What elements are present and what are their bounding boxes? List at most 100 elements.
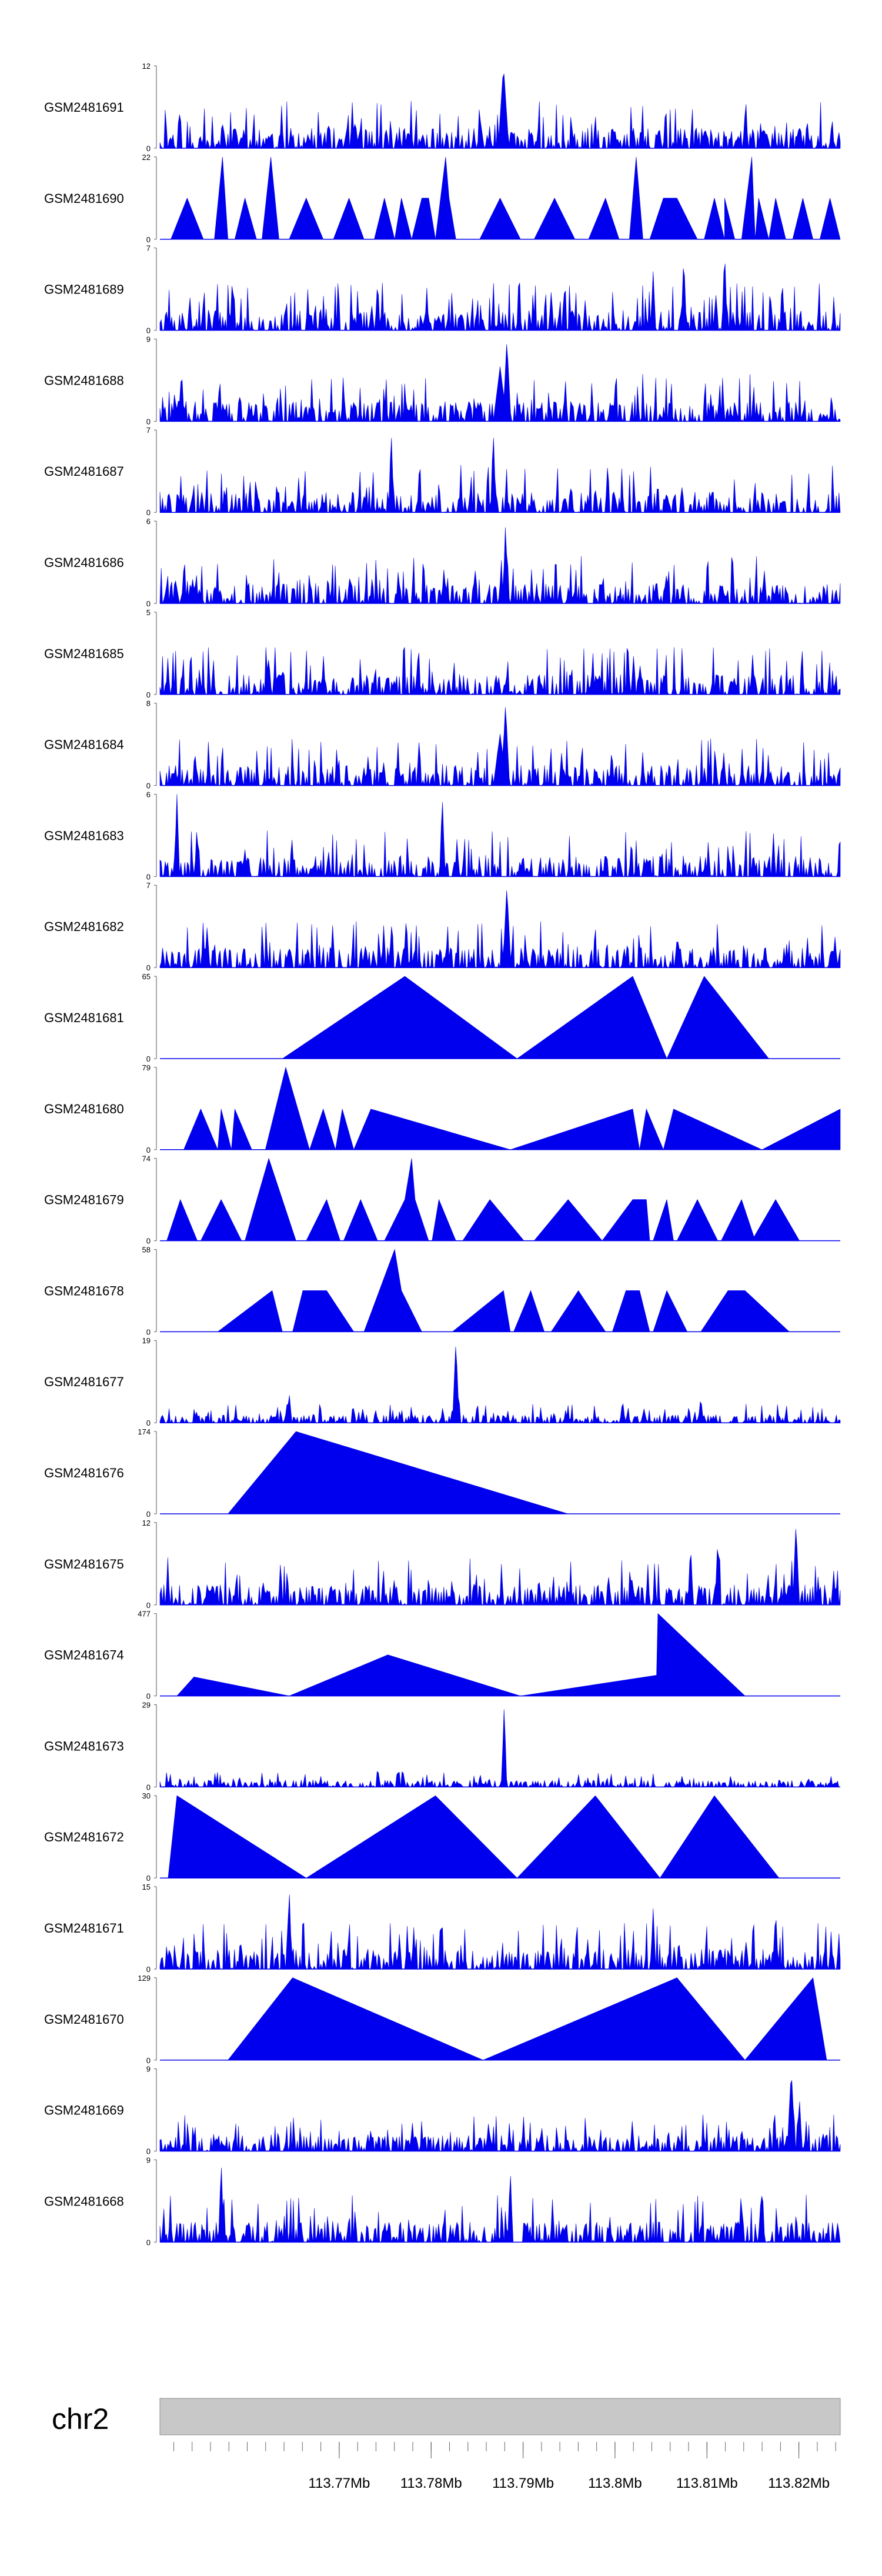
track-label: GSM2481668 — [44, 2194, 124, 2208]
y-axis-max-label: 7 — [146, 244, 151, 253]
track-label: GSM2481676 — [44, 1466, 124, 1480]
y-axis-max-label: 6 — [146, 790, 151, 799]
track-GSM2481683: GSM2481683 6 0 — [44, 790, 841, 881]
track-label: GSM2481672 — [44, 1830, 124, 1844]
track-label: GSM2481677 — [44, 1374, 124, 1389]
track-label: GSM2481685 — [44, 646, 124, 661]
coverage-area — [160, 1977, 840, 2061]
coverage-area — [160, 1249, 840, 1332]
track-GSM2481677: GSM2481677 19 0 — [44, 1336, 841, 1427]
coverage-area — [159, 1894, 841, 1970]
coverage-area — [160, 1066, 841, 1150]
coverage-area — [159, 438, 841, 513]
y-axis-max-label: 65 — [142, 972, 151, 981]
y-axis-max-label: 5 — [146, 608, 151, 617]
track-GSM2481673: GSM2481673 29 0 — [44, 1700, 840, 1791]
coverage-area — [160, 156, 841, 240]
coverage-area — [159, 74, 841, 149]
y-axis-min-label: 0 — [146, 1146, 151, 1154]
y-axis-max-label: 12 — [142, 1519, 151, 1527]
coverage-area — [160, 1795, 840, 1878]
y-axis-max-label: 12 — [142, 62, 151, 71]
coverage-area — [160, 976, 840, 1059]
y-axis-max-label: 19 — [142, 1336, 151, 1345]
y-axis-max-label: 174 — [138, 1427, 151, 1436]
coverage-tracks: GSM2481691120GSM2481690220GSM248168970GS… — [44, 62, 841, 2247]
coverage-area — [159, 2080, 841, 2152]
track-label: GSM2481691 — [44, 100, 124, 115]
coverage-area — [160, 1157, 840, 1242]
track-label: GSM2481684 — [44, 738, 124, 752]
genome-axis: chr2 113.77Mb 113.78Mb 113.79Mb 113.8Mb 113.… — [52, 2398, 841, 2491]
coverage-area — [159, 1346, 841, 1424]
y-axis-max-label: 7 — [146, 426, 151, 435]
y-axis-min-label: 0 — [146, 1783, 151, 1791]
coverage-area — [159, 647, 841, 695]
y-axis-min-label: 0 — [146, 2056, 151, 2065]
chromosome-label: chr2 — [52, 2403, 109, 2435]
y-axis-max-label: 22 — [142, 153, 151, 162]
y-axis-min-label: 0 — [146, 1419, 151, 1427]
y-axis-min-label: 0 — [146, 144, 151, 153]
y-axis-max-label: 9 — [146, 335, 151, 343]
y-axis-min-label: 0 — [146, 599, 151, 608]
coverage-area — [159, 1709, 840, 1788]
track-GSM2481682: GSM2481682 7 0 — [44, 881, 841, 972]
y-axis-max-label: 30 — [142, 1791, 151, 1800]
coverage-area — [159, 527, 841, 605]
coverage-area — [159, 263, 841, 331]
position-tick-label: 113.82Mb — [768, 2475, 830, 2491]
track-GSM2481671: GSM2481671 15 0 — [44, 1883, 841, 1974]
track-GSM2481687: GSM2481687 7 0 — [44, 426, 841, 517]
y-axis-min-label: 0 — [146, 1601, 151, 1610]
track-label: GSM2481682 — [44, 919, 124, 934]
y-axis-min-label: 0 — [146, 235, 151, 244]
y-axis-min-label: 0 — [146, 1692, 151, 1701]
track-label: GSM2481678 — [44, 1283, 124, 1298]
track-GSM2481676: GSM2481676 174 0 — [44, 1427, 840, 1519]
track-label: GSM2481669 — [44, 2103, 124, 2118]
coverage-area — [160, 1613, 840, 1696]
track-GSM2481679: GSM2481679 74 0 — [44, 1154, 840, 1246]
coverage-area — [159, 890, 841, 969]
track-GSM2481690: GSM2481690 22 0 — [44, 153, 841, 244]
track-GSM2481678: GSM2481678 58 0 — [44, 1245, 840, 1336]
track-GSM2481668: GSM2481668 9 0 — [44, 2155, 841, 2247]
position-tick-label: 113.79Mb — [492, 2475, 554, 2491]
coverage-area — [159, 1529, 841, 1606]
track-GSM2481686: GSM2481686 6 0 — [44, 517, 841, 608]
chromosome-ideogram — [159, 2398, 841, 2435]
y-axis-min-label: 0 — [146, 2147, 151, 2156]
y-axis-max-label: 58 — [142, 1245, 151, 1254]
track-label: GSM2481674 — [44, 1648, 124, 1663]
y-axis-min-label: 0 — [146, 1055, 151, 1063]
y-axis-min-label: 0 — [146, 1510, 151, 1519]
position-tick-label: 113.8Mb — [588, 2475, 642, 2491]
coverage-area — [160, 1431, 840, 1514]
position-tick-label: 113.78Mb — [400, 2475, 462, 2491]
y-axis-max-label: 6 — [146, 517, 151, 526]
y-axis-min-label: 0 — [146, 782, 151, 790]
track-label: GSM2481687 — [44, 464, 124, 479]
track-label: GSM2481671 — [44, 1921, 124, 1936]
track-label: GSM2481681 — [44, 1010, 124, 1025]
y-axis-max-label: 9 — [146, 2065, 151, 2074]
track-GSM2481684: GSM2481684 8 0 — [44, 699, 841, 790]
track-label: GSM2481680 — [44, 1102, 124, 1116]
track-GSM2481675: GSM2481675 12 0 — [44, 1519, 841, 1610]
genome-axis-ticks: 113.77Mb 113.78Mb 113.79Mb 113.8Mb 113.81Mb 1… — [173, 2442, 836, 2491]
track-label: GSM2481683 — [44, 828, 124, 843]
position-tick-label: 113.77Mb — [308, 2475, 370, 2491]
y-axis-max-label: 74 — [142, 1154, 151, 1163]
track-label: GSM2481689 — [44, 282, 124, 297]
track-label: GSM2481675 — [44, 1557, 124, 1571]
track-GSM2481670: GSM2481670 129 0 — [44, 1974, 840, 2065]
y-axis-min-label: 0 — [146, 690, 151, 699]
y-axis-max-label: 29 — [142, 1700, 151, 1709]
y-axis-min-label: 0 — [146, 508, 151, 517]
position-tick-label: 113.81Mb — [676, 2475, 738, 2491]
track-GSM2481691: GSM2481691 12 0 — [44, 62, 841, 153]
y-axis-max-label: 477 — [138, 1610, 151, 1619]
track-label: GSM2481686 — [44, 555, 124, 570]
y-axis-max-label: 15 — [142, 1883, 151, 1891]
